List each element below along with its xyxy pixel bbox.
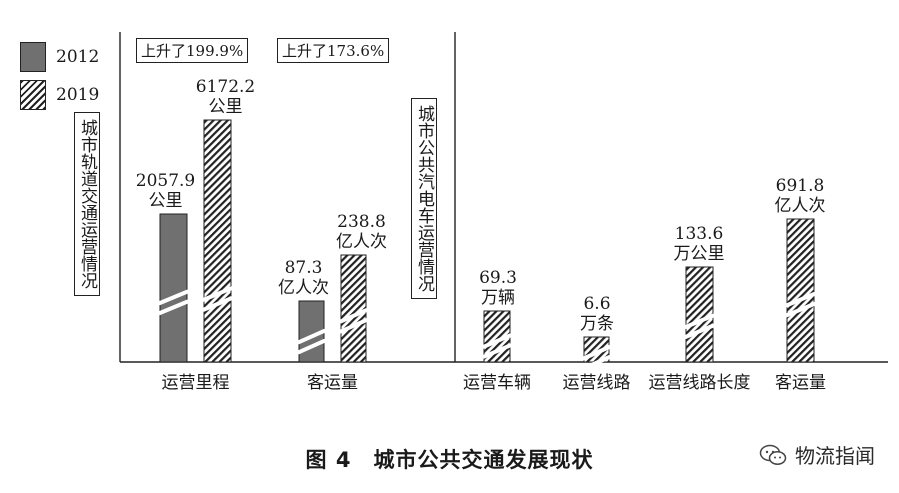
axis-break-mark xyxy=(482,333,512,349)
legend: 2012 2019 xyxy=(20,38,99,114)
axis-break-mark xyxy=(202,296,233,312)
unit-label: 亿人次 xyxy=(278,278,329,298)
unit-label: 万公里 xyxy=(674,244,725,264)
axis-break-mark xyxy=(684,313,715,330)
value-label: 87.3 xyxy=(285,258,323,278)
value-label: 2057.9 xyxy=(136,171,195,191)
bar-2019 xyxy=(685,266,714,363)
category-label: 运营里程 xyxy=(162,373,230,393)
axis-break-mark xyxy=(339,318,368,334)
legend-item-2019: 2019 xyxy=(20,76,99,114)
category-label: 客运量 xyxy=(307,373,358,393)
category-label: 运营线路长度 xyxy=(649,373,751,393)
axis-break-mark xyxy=(297,338,326,355)
section-label-rail: 城市轨道交通运营情况 xyxy=(74,112,100,296)
value-label: 691.8 xyxy=(776,176,825,196)
axis-break-mark xyxy=(785,301,816,318)
annotation-mileage-increase: 上升了199.9% xyxy=(136,38,249,63)
category-label: 运营线路 xyxy=(563,373,631,393)
bar-2019 xyxy=(203,119,232,363)
axis-break-mark xyxy=(482,343,512,359)
category-label: 客运量 xyxy=(775,373,826,393)
axis-break-mark xyxy=(202,286,233,302)
bar-2019 xyxy=(340,254,367,363)
watermark: 物流指闻 xyxy=(759,440,875,469)
category-label: 运营车辆 xyxy=(463,373,531,393)
unit-label: 万条 xyxy=(580,314,614,334)
watermark-text: 物流指闻 xyxy=(795,444,875,468)
axis-break-mark xyxy=(339,308,368,324)
value-label: 6.6 xyxy=(583,294,610,314)
bar-2012 xyxy=(159,213,188,363)
legend-label: 2012 xyxy=(56,47,100,67)
legend-swatch-solid xyxy=(20,42,46,72)
unit-label: 万辆 xyxy=(481,288,515,308)
value-label: 133.6 xyxy=(675,224,724,244)
axis-break-mark xyxy=(785,291,816,308)
axis-break-mark xyxy=(582,344,611,361)
axis-break-mark xyxy=(582,354,611,371)
wechat-icon xyxy=(759,444,787,465)
unit-label: 亿人次 xyxy=(775,196,826,216)
axis-break-mark xyxy=(158,299,189,316)
legend-item-2012: 2012 xyxy=(20,38,99,76)
section-label-bus: 城市公共汽电车运营情况 xyxy=(411,98,437,299)
axis-break-mark xyxy=(684,323,715,340)
legend-swatch-hatch xyxy=(20,80,46,110)
bar-2019 xyxy=(786,218,815,363)
axis-break-mark xyxy=(297,328,326,345)
chart: 2057.9公里6172.2公里运营里程87.3亿人次238.8亿人次客运量69… xyxy=(119,32,888,393)
value-label: 69.3 xyxy=(479,268,517,288)
value-label: 238.8 xyxy=(337,212,386,232)
unit-label: 公里 xyxy=(209,97,243,117)
unit-label: 亿人次 xyxy=(336,232,387,252)
axis-break-mark xyxy=(158,289,189,306)
figure-title: 图 4 城市公共交通发展现状 xyxy=(305,448,594,472)
unit-label: 公里 xyxy=(149,191,183,211)
annotation-ridership-increase: 上升了173.6% xyxy=(277,38,390,63)
legend-label: 2019 xyxy=(56,85,100,105)
value-label: 6172.2 xyxy=(196,77,255,97)
